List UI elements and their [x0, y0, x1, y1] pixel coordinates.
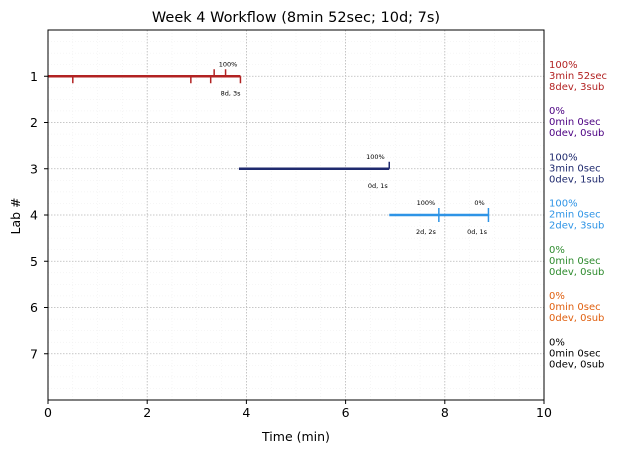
lab-2-side-label: 0dev, 0sub [549, 128, 604, 139]
x-tick-label: 8 [441, 405, 449, 420]
lab-4-annotation: 0d, 1s [467, 228, 488, 236]
lab-timelines: 100% 8d, 3s 100% 0d, 1s 100% 2d, 2s 0% 0d, 1s [48, 60, 490, 236]
lab-7-side-label: 0dev, 0sub [549, 359, 604, 370]
lab-4-annotation: 0% [474, 199, 484, 207]
x-axis-label: Time (min) [261, 429, 330, 444]
lab-4-side-label: 2min 0sec [549, 210, 601, 221]
y-axis-label: Lab # [8, 197, 23, 234]
lab-7-side-label: 0min 0sec [549, 348, 601, 359]
lab-3-annotation: 0d, 1s [368, 182, 389, 190]
x-tick-label: 0 [44, 405, 52, 420]
lab-2-side-label: 0% [549, 106, 565, 117]
lab-4-annotation: 100% [417, 199, 436, 207]
lab-6-side-label: 0min 0sec [549, 302, 601, 313]
lab-2-side-label: 0min 0sec [549, 117, 601, 128]
x-tick-label: 6 [342, 405, 350, 420]
lab-6-side-label: 0% [549, 291, 565, 302]
x-tick-label: 2 [143, 405, 151, 420]
lab-4-annotation: 2d, 2s [416, 228, 437, 236]
lab-1-side-label: 3min 52sec [549, 71, 607, 82]
lab-1-annotation: 8d, 3s [221, 89, 242, 97]
chart-title: Week 4 Workflow (8min 52sec; 10d; 7s) [152, 10, 440, 26]
lab-3-side-label: 100% [549, 152, 578, 163]
lab-5-side-label: 0% [549, 245, 565, 256]
lab-6-side-label: 0dev, 0sub [549, 313, 604, 324]
lab-3-annotation: 100% [366, 153, 385, 161]
y-tick-label: 6 [30, 300, 38, 315]
lab-3-side-label: 3min 0sec [549, 163, 601, 174]
y-tick-label: 5 [30, 254, 38, 269]
lab-4-side-label: 2dev, 3sub [549, 221, 604, 232]
x-tick-label: 10 [536, 405, 552, 420]
lab-1-side-label: 100% [549, 60, 578, 71]
lab-3-side-label: 0dev, 1sub [549, 174, 604, 185]
y-tick-label: 3 [30, 161, 38, 176]
lab-5-side-label: 0dev, 0sub [549, 267, 604, 278]
y-tick-label: 1 [30, 69, 38, 84]
y-tick-label: 7 [30, 346, 38, 361]
lab-7-side-label: 0% [549, 337, 565, 348]
lab-1-annotation: 100% [219, 60, 238, 68]
y-tick-label: 2 [30, 115, 38, 130]
y-tick-label: 4 [30, 208, 38, 223]
x-tick-label: 4 [242, 405, 250, 420]
lab-4-side-label: 100% [549, 199, 578, 210]
lab-1-side-label: 8dev, 3sub [549, 82, 604, 93]
lab-5-side-label: 0min 0sec [549, 256, 601, 267]
